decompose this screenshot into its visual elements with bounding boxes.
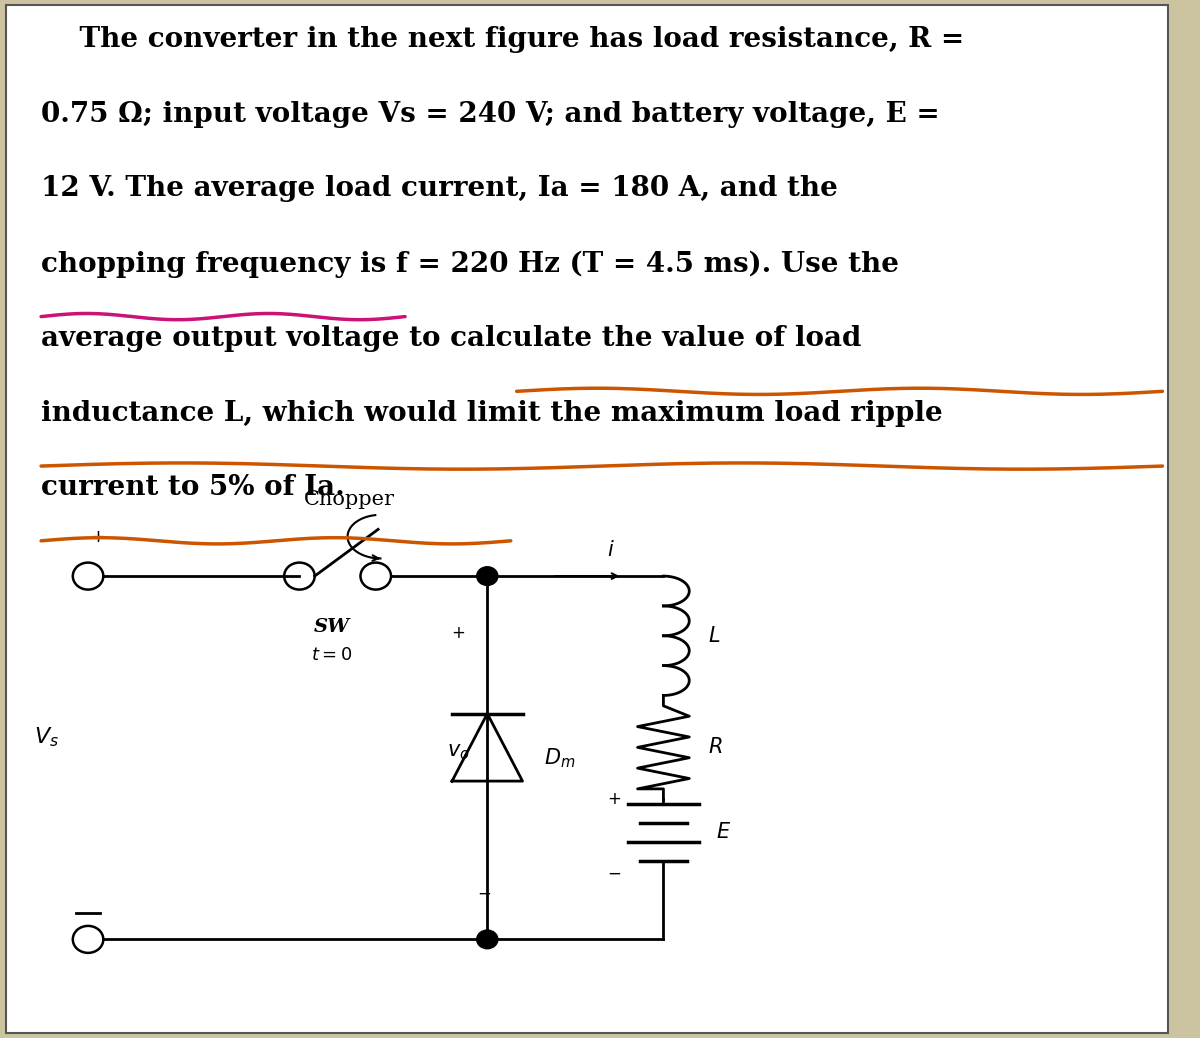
Text: current to 5% of Ia.: current to 5% of Ia. xyxy=(41,474,344,501)
Text: chopping frequency is f = 220 Hz (T = 4.5 ms). Use the: chopping frequency is f = 220 Hz (T = 4.… xyxy=(41,250,899,277)
Text: $-$: $-$ xyxy=(476,883,491,902)
Text: The converter in the next figure has load resistance, R =: The converter in the next figure has loa… xyxy=(41,26,965,53)
Text: average output voltage to calculate the value of load: average output voltage to calculate the … xyxy=(41,325,862,352)
Circle shape xyxy=(476,930,498,949)
Text: 12 V. The average load current, Ia = 180 A, and the: 12 V. The average load current, Ia = 180… xyxy=(41,175,838,202)
Text: +: + xyxy=(607,790,622,809)
Text: SW: SW xyxy=(313,618,349,635)
Text: +: + xyxy=(90,527,104,546)
Text: $E$: $E$ xyxy=(716,822,732,843)
Text: +: + xyxy=(451,624,464,643)
Text: $R$: $R$ xyxy=(708,737,722,758)
Text: $t=0$: $t=0$ xyxy=(311,646,353,663)
Text: inductance L, which would limit the maximum load ripple: inductance L, which would limit the maxi… xyxy=(41,400,943,427)
Text: 0.75 Ω; input voltage Vs = 240 V; and battery voltage, E =: 0.75 Ω; input voltage Vs = 240 V; and ba… xyxy=(41,101,940,128)
Text: $v_o$: $v_o$ xyxy=(448,743,469,762)
Text: $V_s$: $V_s$ xyxy=(34,726,59,748)
Circle shape xyxy=(476,567,498,585)
Text: $D_m$: $D_m$ xyxy=(544,746,575,769)
Text: $L$: $L$ xyxy=(708,626,720,646)
Text: Chopper: Chopper xyxy=(304,490,395,509)
Text: $-$: $-$ xyxy=(607,864,622,882)
Text: $i$: $i$ xyxy=(607,540,614,561)
